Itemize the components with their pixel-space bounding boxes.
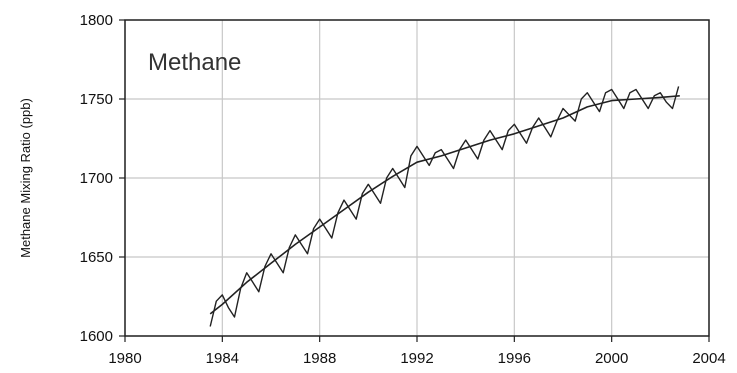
x-tick-label: 2004 bbox=[692, 350, 725, 367]
y-tick-label: 1600 bbox=[80, 328, 113, 345]
trend-line bbox=[209, 95, 680, 315]
x-tick-label: 1988 bbox=[303, 350, 336, 367]
x-tick-label: 2000 bbox=[595, 350, 628, 367]
y-tick-label: 1750 bbox=[80, 91, 113, 108]
data-lines bbox=[209, 86, 680, 327]
y-axis-label: Methane Mixing Ratio (ppb) bbox=[18, 98, 33, 258]
x-tick-label: 1984 bbox=[206, 350, 239, 367]
y-tick-label: 1800 bbox=[80, 12, 113, 29]
x-tick-label: 1980 bbox=[108, 350, 141, 367]
axis-ticks: 1980 1984 1988 1992 1996 2000 2004 1600 1650 1700… bbox=[80, 12, 726, 367]
monthly-line bbox=[209, 86, 680, 327]
x-tick-label: 1996 bbox=[498, 350, 531, 367]
y-tick-label: 1650 bbox=[80, 249, 113, 266]
chart-title: Methane bbox=[148, 49, 241, 76]
y-tick-label: 1700 bbox=[80, 170, 113, 187]
x-tick-label: 1992 bbox=[400, 350, 433, 367]
